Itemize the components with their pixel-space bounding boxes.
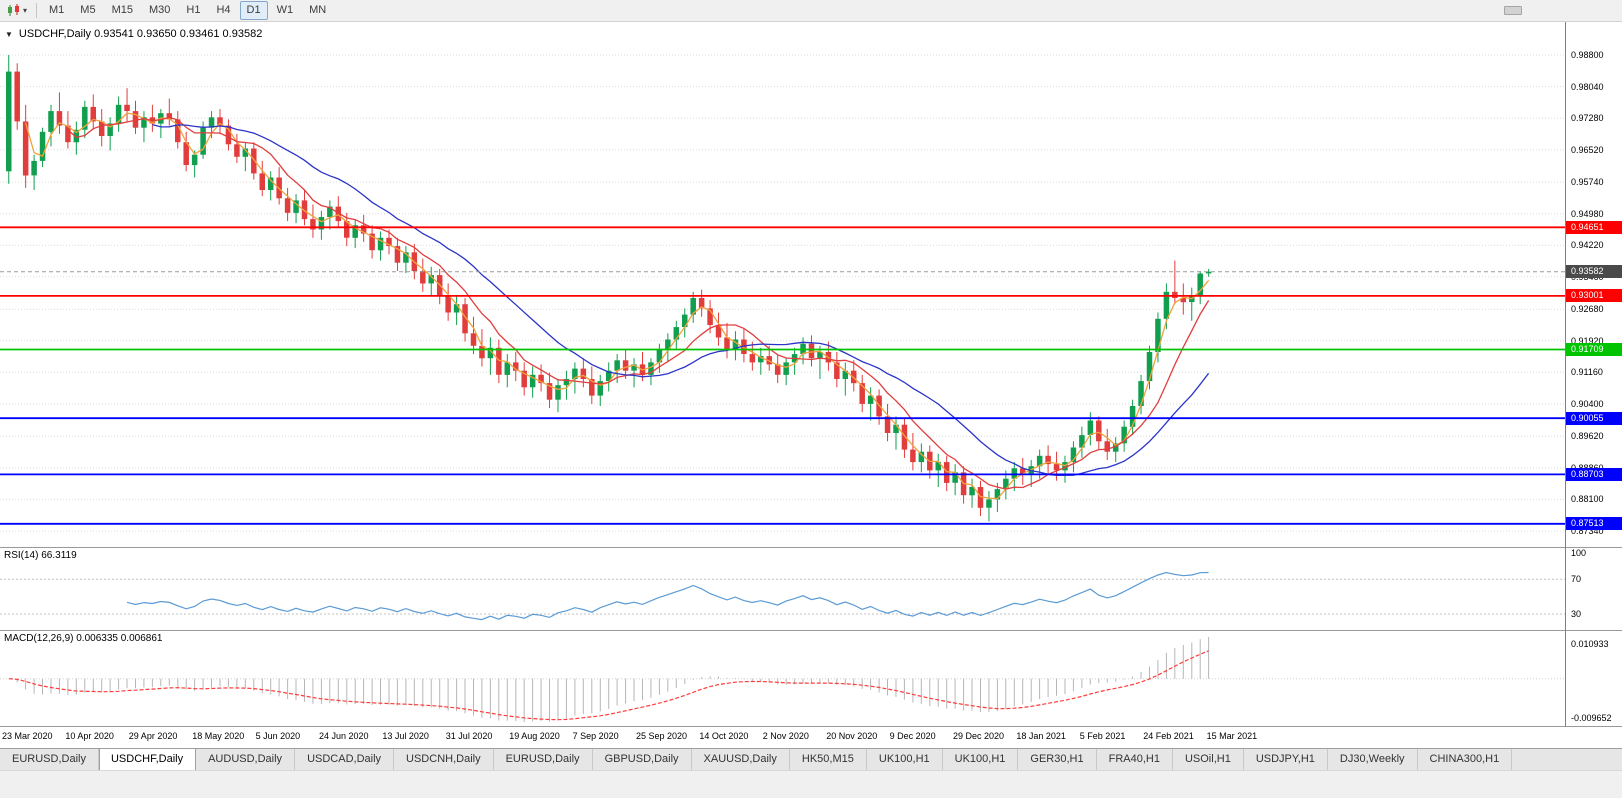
status-bar	[0, 770, 1622, 798]
date-label: 10 Apr 2020	[65, 731, 114, 741]
axis-label: 0.91920	[1571, 335, 1604, 346]
axis-label: 0.97280	[1571, 113, 1604, 124]
date-label: 23 Mar 2020	[2, 731, 53, 741]
chart-tab-bar: EURUSD,Daily USDCHF,Daily AUDUSD,Daily USDC…	[0, 748, 1622, 770]
axis-label: 0.89620	[1571, 431, 1604, 442]
chart-tab-usdchf-daily[interactable]: USDCHF,Daily	[98, 749, 197, 770]
date-label: 15 Mar 2021	[1206, 731, 1258, 741]
date-label: 9 Dec 2020	[889, 731, 936, 741]
chart-tab-usdcnh-daily[interactable]: USDCNH,Daily	[394, 749, 494, 770]
macd-indicator-label: MACD(12,26,9) 0.006335 0.006861	[4, 633, 163, 644]
axis-label: 0.98040	[1571, 81, 1604, 92]
chart-tab-usdjpy-h1[interactable]: USDJPY,H1	[1244, 749, 1328, 770]
date-label: 18 Jan 2021	[1016, 731, 1066, 741]
chart-tab-usoil-h1[interactable]: USOil,H1	[1173, 749, 1244, 770]
timeframe-button-h4[interactable]: H4	[216, 4, 231, 16]
chart-tab-xauusd-daily[interactable]: XAUUSD,Daily	[692, 749, 790, 770]
chevron-down-icon: ▾	[23, 5, 28, 15]
candlestick-glyph	[8, 4, 19, 16]
axis-label: 0.94980	[1571, 208, 1604, 219]
date-label: 31 Jul 2020	[445, 731, 493, 741]
axis-label: 0.88100	[1571, 494, 1604, 505]
price-level-tag: 0.94651	[1566, 220, 1622, 234]
rsi-indicator-label: RSI(14) 66.3119	[4, 550, 77, 561]
axis-label: 70	[1571, 574, 1582, 585]
chart-tab-ger30-h1[interactable]: GER30,H1	[1018, 749, 1097, 770]
date-label: 24 Jun 2020	[319, 731, 369, 741]
date-label: 14 Oct 2020	[699, 731, 749, 741]
date-label: 29 Apr 2020	[128, 731, 178, 741]
date-label: 18 May 2020	[192, 731, 245, 741]
price-level-tag: 0.88703	[1566, 467, 1622, 481]
date-label: 29 Dec 2020	[953, 731, 1005, 741]
axis-label: 0.88860	[1571, 463, 1604, 473]
date-label: 13 Jul 2020	[382, 731, 429, 741]
axis-label: 100	[1571, 548, 1587, 559]
axis-label: 0.96520	[1571, 144, 1604, 155]
timeframe-buttons: M1 M5 M15 M30 H1 H4 D1 W1 MN	[42, 1, 335, 20]
timeframe-button-m30[interactable]: M30	[148, 4, 171, 16]
chart-scrollbar-thumb[interactable]	[1504, 6, 1522, 15]
axis-label: 0.98800	[1571, 50, 1604, 60]
chart-canvas[interactable]: ▼ USDCHF,Daily 0.93541 0.93650 0.93461 0…	[0, 22, 1622, 748]
chart-tools-icon[interactable]: ▾	[3, 2, 31, 19]
chart-tab-uk100-h1[interactable]: UK100,H1	[943, 749, 1019, 770]
chart-title: ▼ USDCHF,Daily 0.93541 0.93650 0.93461 0…	[5, 28, 262, 40]
timeframe-button-m5[interactable]: M5	[80, 4, 96, 16]
timeframe-button-d1[interactable]: D1	[239, 1, 268, 20]
chart-tab-fra40-h1[interactable]: FRA40,H1	[1097, 749, 1173, 770]
chart-tab-usdcad-daily[interactable]: USDCAD,Daily	[295, 749, 395, 770]
axis-label: 0.010933	[1571, 639, 1609, 649]
date-label: 5 Jun 2020	[255, 731, 301, 741]
axis-label: 30	[1571, 609, 1582, 619]
date-label: 20 Nov 2020	[826, 731, 878, 741]
price-level-tag: 0.87513	[1566, 517, 1622, 531]
timeframe-toolbar: ▾ M1 M5 M15 M30 H1 H4 D1 W1 MN	[0, 0, 1622, 22]
timeframe-button-w1[interactable]: W1	[276, 4, 294, 16]
axis-label: 0.91160	[1571, 367, 1603, 378]
date-label: 25 Sep 2020	[636, 731, 688, 741]
date-label: 7 Sep 2020	[572, 731, 619, 741]
price-chart[interactable]	[0, 22, 1622, 748]
axis-label: 0.94220	[1571, 240, 1604, 251]
axis-label: 0.92680	[1571, 304, 1604, 315]
chart-tab-eurusd-daily[interactable]: EURUSD,Daily	[494, 749, 593, 770]
date-label: 2 Nov 2020	[762, 731, 809, 741]
timeframe-button-m15[interactable]: M15	[111, 4, 133, 16]
axis-label: 0.95740	[1571, 177, 1604, 188]
axis-label: -0.009652	[1571, 713, 1612, 723]
collapse-icon[interactable]: ▼	[5, 29, 13, 39]
axis-label: 0.87340	[1571, 526, 1604, 536]
price-level-tag: 0.90055	[1566, 411, 1622, 425]
timeframe-button-mn[interactable]: MN	[309, 4, 327, 16]
chart-tab-audusd-daily[interactable]: AUDUSD,Daily	[196, 749, 296, 770]
date-label: 19 Aug 2020	[509, 731, 560, 741]
price-level-tag: 0.93001	[1566, 289, 1622, 303]
chart-tab-hk50-m15[interactable]: HK50,M15	[790, 749, 867, 770]
chart-tab-uk100-h1[interactable]: UK100,H1	[867, 749, 943, 770]
date-label: 5 Feb 2021	[1079, 731, 1126, 741]
chart-tab-eurusd-daily[interactable]: EURUSD,Daily	[0, 749, 99, 770]
chart-tab-gbpusd-daily[interactable]: GBPUSD,Daily	[593, 749, 692, 770]
current-price-tag: 0.93582	[1566, 265, 1622, 279]
chart-tab-china300-h1[interactable]: CHINA300,H1	[1418, 749, 1513, 770]
chart-tab-dj30-weekly[interactable]: DJ30,Weekly	[1328, 749, 1418, 770]
axis-label: 0.90400	[1571, 398, 1604, 409]
chart-title-text: USDCHF,Daily 0.93541 0.93650 0.93461 0.9…	[18, 28, 263, 40]
price-level-tag: 0.91709	[1566, 343, 1622, 357]
toolbar-separator	[36, 3, 38, 18]
date-label: 24 Feb 2021	[1143, 731, 1194, 741]
timeframe-button-m1[interactable]: M1	[49, 4, 65, 16]
timeframe-button-h1[interactable]: H1	[186, 4, 201, 16]
